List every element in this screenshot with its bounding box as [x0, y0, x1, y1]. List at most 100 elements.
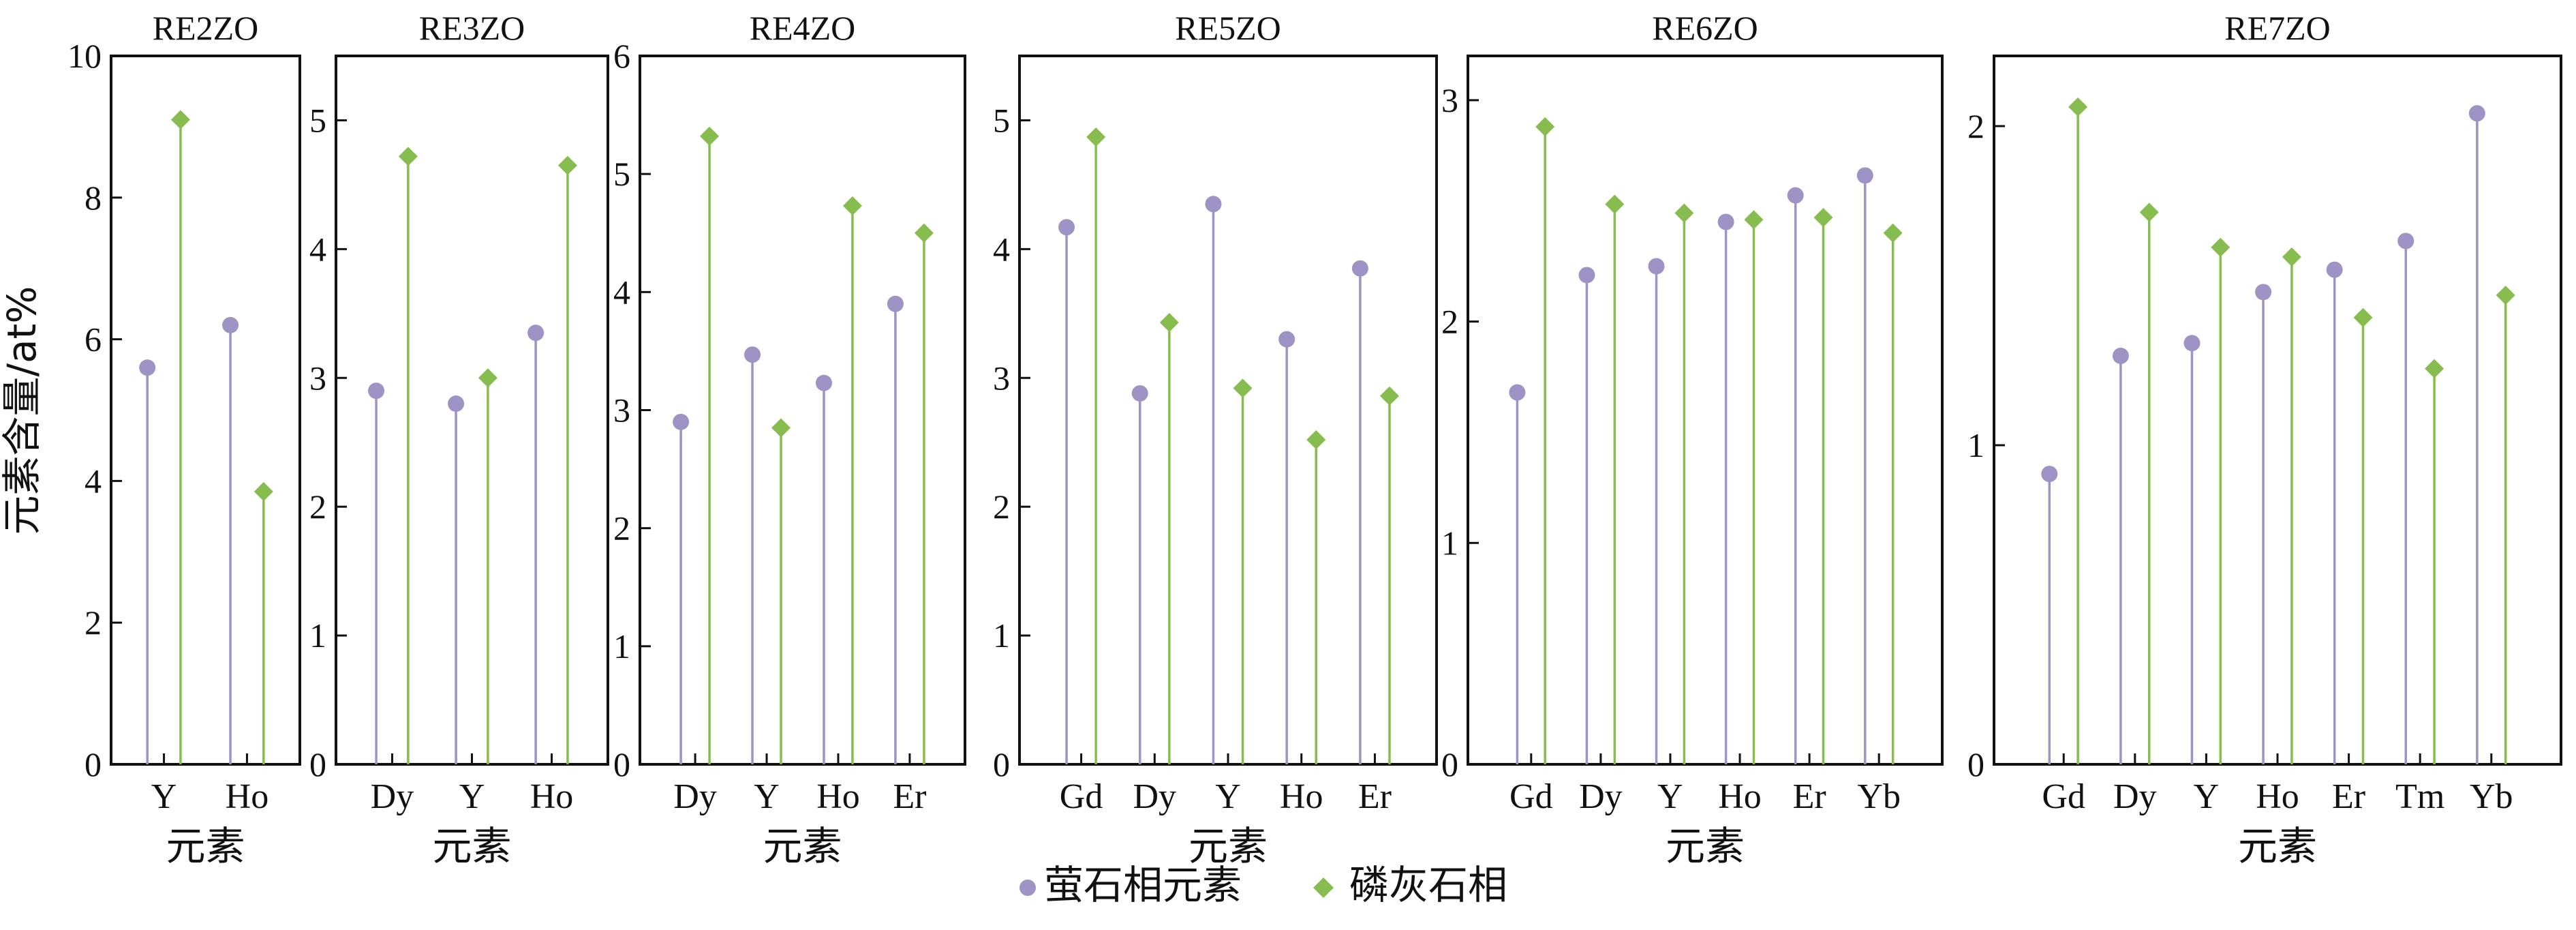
y-tick-label: 2	[993, 487, 1010, 526]
point-fluorite-Dy	[673, 413, 690, 430]
x-tick-label-Er: Er	[893, 777, 926, 816]
point-apatite-Er	[914, 223, 934, 243]
x-tick-label-Y: Y	[754, 777, 780, 816]
x-tick-label-Y: Y	[1215, 777, 1241, 816]
x-tick-label-Gd: Gd	[1509, 777, 1553, 816]
point-fluorite-Tm	[2397, 232, 2414, 250]
point-fluorite-Ho	[1278, 331, 1295, 348]
point-apatite-Er	[1379, 386, 1399, 406]
y-tick-label: 0	[309, 745, 326, 783]
legend-label-apatite: 磷灰石相	[1349, 862, 1507, 908]
point-apatite-Ho	[557, 155, 577, 175]
point-apatite-Dy	[1159, 313, 1179, 333]
y-tick-label: 3	[309, 359, 326, 397]
point-apatite-Gd	[1535, 117, 1555, 136]
y-tick-label: 2	[1441, 303, 1458, 341]
point-fluorite-Y	[1205, 196, 1222, 213]
x-tick-label-Gd: Gd	[1060, 777, 1103, 816]
y-tick-label: 1	[309, 616, 326, 655]
point-fluorite-Er	[1351, 260, 1368, 277]
y-tick-label: 4	[613, 273, 630, 311]
y-tick-label: 1	[613, 627, 630, 665]
point-fluorite-Y	[1648, 258, 1665, 275]
point-apatite-Dy	[398, 147, 418, 166]
x-tick-label-Ho: Ho	[816, 777, 860, 816]
y-tick-label: 4	[309, 230, 326, 268]
point-fluorite-Er	[887, 295, 904, 312]
point-fluorite-Ho	[1717, 213, 1734, 230]
y-tick-label: 3	[613, 391, 630, 430]
panel-frame-RE4ZO	[639, 55, 966, 766]
point-fluorite-Dy	[1578, 267, 1595, 284]
point-apatite-Y	[1233, 378, 1253, 398]
y-tick-label: 2	[309, 487, 326, 526]
point-apatite-Gd	[1086, 127, 1106, 147]
y-tick-label: 0	[1441, 745, 1458, 783]
x-tick-label-Yb: Yb	[2470, 777, 2513, 816]
panel-title-RE2ZO: RE2ZO	[153, 9, 259, 47]
x-axis-label-RE6ZO: 元素	[1666, 824, 1745, 869]
y-tick-label: 1	[993, 616, 1010, 655]
panel-frame-RE6ZO	[1467, 55, 1944, 766]
y-tick-label: 2	[85, 603, 102, 642]
x-axis-label-RE7ZO: 元素	[2238, 824, 2317, 869]
point-apatite-Dy	[1605, 194, 1625, 214]
y-axis-label: 元素含量/at%	[0, 286, 45, 535]
y-tick-label: 3	[1441, 81, 1458, 119]
point-apatite-Gd	[2068, 97, 2088, 117]
x-tick-label-Y: Y	[2194, 777, 2220, 816]
point-fluorite-Dy	[2112, 347, 2129, 364]
point-apatite-Er	[2353, 308, 2373, 327]
point-apatite-Er	[1813, 208, 1833, 228]
panel-frame-RE2ZO	[110, 55, 301, 766]
point-apatite-Y	[771, 418, 791, 438]
x-tick-label-Y: Y	[151, 777, 177, 816]
x-tick-label-Ho: Ho	[1280, 777, 1323, 816]
x-tick-label-Dy: Dy	[1579, 777, 1623, 816]
point-fluorite-Gd	[2041, 466, 2058, 483]
x-tick-label-Ho: Ho	[2256, 777, 2299, 816]
x-axis-label-RE3ZO: 元素	[432, 824, 511, 869]
legend-marker-fluorite	[1019, 880, 1036, 896]
point-apatite-Y	[478, 368, 497, 388]
y-tick-label: 10	[67, 37, 102, 75]
point-fluorite-Er	[1787, 187, 1804, 204]
point-fluorite-Dy	[1131, 385, 1148, 402]
point-fluorite-Y	[139, 359, 156, 376]
point-fluorite-Gd	[1509, 384, 1526, 401]
point-apatite-Yb	[2496, 286, 2515, 305]
y-tick-label: 6	[613, 37, 630, 75]
x-tick-label-Gd: Gd	[2042, 777, 2085, 816]
point-apatite-Ho	[254, 481, 273, 501]
x-tick-label-Dy: Dy	[673, 777, 717, 816]
y-tick-label: 2	[1967, 107, 1984, 145]
y-tick-label: 0	[85, 745, 102, 783]
y-tick-label: 0	[1967, 745, 1984, 783]
point-fluorite-Ho	[815, 374, 832, 391]
point-fluorite-Y	[448, 395, 465, 412]
panel-title-RE6ZO: RE6ZO	[1652, 9, 1758, 47]
y-tick-label: 8	[85, 179, 102, 217]
point-apatite-Ho	[1744, 210, 1764, 230]
legend-marker-apatite	[1313, 877, 1334, 898]
panel-title-RE7ZO: RE7ZO	[2224, 9, 2331, 47]
point-apatite-Ho	[1306, 430, 1326, 449]
panel-title-RE4ZO: RE4ZO	[750, 9, 856, 47]
point-fluorite-Yb	[2468, 105, 2485, 122]
panel-frame-RE5ZO	[1018, 55, 1438, 766]
panel-title-RE3ZO: RE3ZO	[419, 9, 525, 47]
x-tick-label-Y: Y	[459, 777, 485, 816]
x-tick-label-Tm: Tm	[2395, 777, 2444, 816]
x-tick-label-Er: Er	[1358, 777, 1392, 816]
x-tick-label-Ho: Ho	[1718, 777, 1762, 816]
point-fluorite-Gd	[1058, 219, 1075, 236]
y-tick-label: 4	[993, 230, 1010, 268]
y-tick-label: 5	[993, 101, 1010, 139]
x-tick-label-Y: Y	[1657, 777, 1683, 816]
y-tick-label: 1	[1441, 524, 1458, 562]
point-apatite-Ho	[842, 196, 862, 215]
y-tick-label: 3	[993, 359, 1010, 397]
y-tick-label: 1	[1967, 426, 1984, 464]
x-axis-label-RE5ZO: 元素	[1189, 824, 1268, 869]
